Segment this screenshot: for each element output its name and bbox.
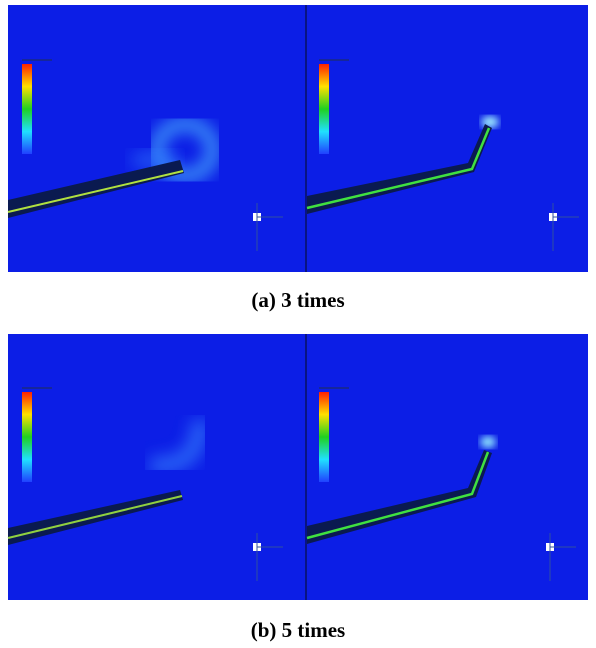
image-background [8,5,588,272]
page: (a) 3 times (b) 5 times (() => { const d… [0,0,596,648]
caption: (a) 3 times [251,288,344,312]
figure: (a) 3 times (b) 5 times [0,0,596,648]
panel-a [8,5,588,272]
panel-b [8,334,588,600]
caption: (b) 5 times [251,618,345,642]
image-background [8,334,588,600]
